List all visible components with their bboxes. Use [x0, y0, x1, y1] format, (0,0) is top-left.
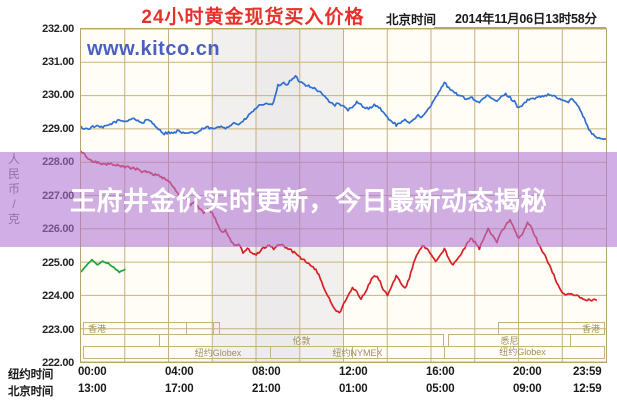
y-tick-231: 231.00 — [42, 56, 74, 68]
session-label-globex-right: 纽约Globex — [499, 347, 546, 357]
session-bar-hongkong-left: 香港 — [83, 322, 214, 335]
session-label-hongkong-right: 香港 — [581, 324, 600, 334]
x-axis-ny-row: 纽约时间 00:00 04:00 08:00 12:00 16:00 20:00… — [0, 366, 617, 382]
x-tick-ny-4: 16:00 — [426, 366, 455, 378]
x-tick-ny-0: 00:00 — [78, 366, 107, 378]
kitco-watermark: www.kitco.cn — [87, 38, 221, 60]
session-bar-nymex: 纽约NYMEX — [270, 346, 445, 359]
y-tick-225: 225.00 — [42, 257, 74, 269]
y-tick-222: 222.00 — [42, 357, 74, 369]
session-bar-globex-1: 纽约Globex — [83, 346, 353, 359]
session-bar-hongkong-right: 香港 — [498, 322, 605, 335]
session-bar-sydney: 悉尼 — [448, 334, 571, 347]
series-line-0 — [81, 74, 606, 141]
y-tick-232: 232.00 — [42, 23, 74, 35]
x-tick-bj-1: 17:00 — [165, 383, 194, 395]
x-tick-bj-3: 01:00 — [339, 383, 368, 395]
promo-overlay-text: 王府井金价实时更新，今日最新动态揭秘 — [69, 186, 547, 216]
x-tick-ny-1: 04:00 — [165, 366, 194, 378]
x-axis-ny-label: 纽约时间 — [8, 369, 54, 381]
session-label-london: 伦敦 — [292, 336, 311, 346]
promo-overlay-band — [0, 152, 617, 247]
session-label-globex-1: 纽约Globex — [194, 348, 242, 358]
y-tick-223: 223.00 — [42, 324, 74, 336]
x-tick-ny-6: 23:59 — [573, 366, 602, 378]
session-bar-globex-2-label: 纽约Globex — [440, 346, 605, 359]
series-line-2 — [81, 258, 126, 274]
x-axis-bj-row: 北京时间 13:00 17:00 21:00 01:00 05:00 09:00… — [0, 383, 617, 399]
x-tick-bj-6: 12:59 — [573, 383, 602, 395]
beijing-time-value: 2014年11月06日13时58分 — [455, 12, 597, 26]
beijing-time-label: 北京时间 — [386, 13, 437, 27]
x-tick-bj-0: 13:00 — [78, 383, 107, 395]
x-tick-bj-4: 05:00 — [426, 383, 455, 395]
y-tick-229: 229.00 — [42, 123, 74, 135]
session-label-hongkong-left: 香港 — [88, 324, 107, 334]
x-tick-bj-5: 09:00 — [513, 383, 542, 395]
y-tick-224: 224.00 — [42, 290, 74, 302]
x-tick-ny-2: 08:00 — [252, 366, 281, 378]
x-tick-ny-3: 12:00 — [339, 366, 368, 378]
y-tick-230: 230.00 — [42, 89, 74, 101]
x-tick-ny-5: 20:00 — [513, 366, 542, 378]
session-label-sydney: 悉尼 — [500, 336, 519, 346]
x-tick-bj-2: 21:00 — [252, 383, 281, 395]
x-axis-bj-label: 北京时间 — [8, 386, 54, 398]
session-label-nymex: 纽约NYMEX — [332, 348, 383, 358]
chart-title: 24小时黄金现货买入价格 — [141, 7, 365, 28]
